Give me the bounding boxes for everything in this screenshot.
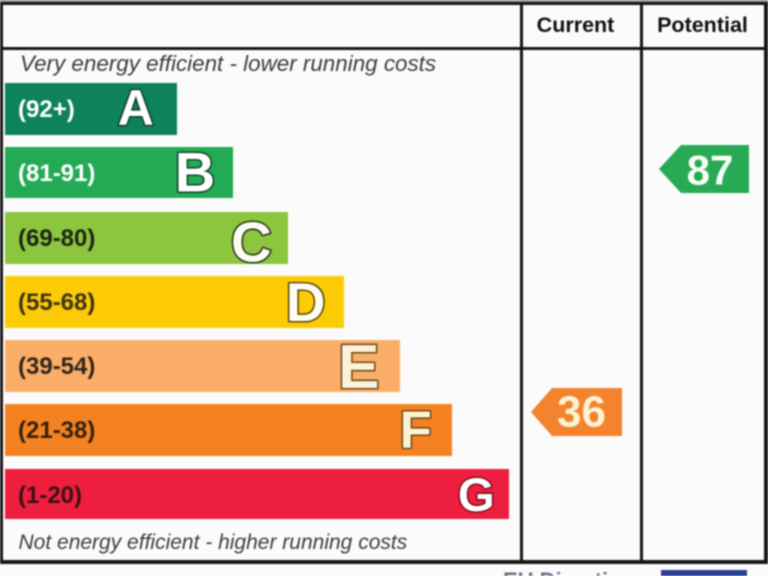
svg-text:D: D (286, 271, 326, 333)
svg-text:A: A (118, 80, 154, 136)
svg-text:B: B (175, 141, 216, 204)
svg-text:36: 36 (557, 388, 606, 437)
svg-text:E: E (338, 333, 380, 402)
svg-text:G: G (458, 469, 495, 522)
svg-text:F: F (400, 401, 432, 460)
svg-text:87: 87 (687, 147, 734, 194)
svg-text:C: C (231, 211, 272, 274)
